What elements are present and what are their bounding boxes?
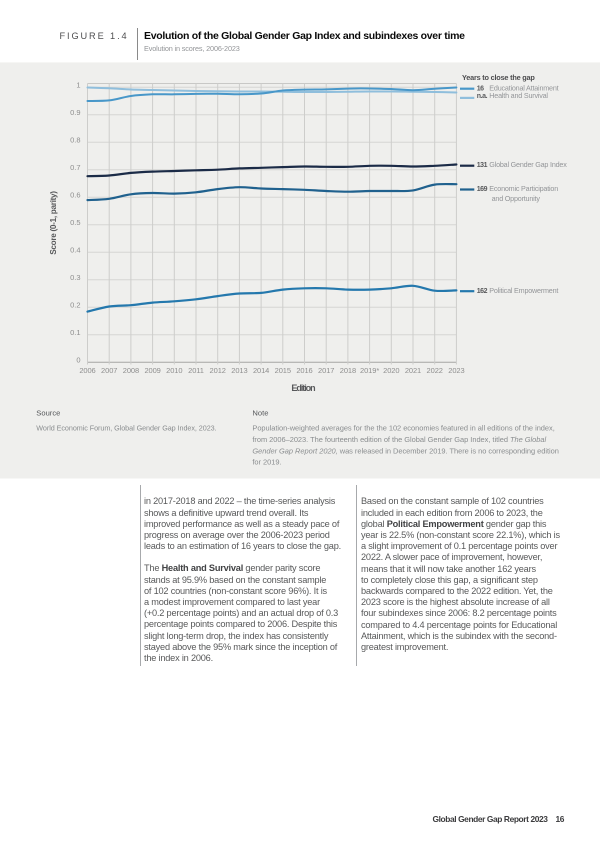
svg-text:2017: 2017	[318, 366, 334, 375]
svg-text:Economic Participation: Economic Participation	[489, 184, 558, 193]
svg-text:Population-weighted averages f: Population-weighted averages for the the…	[252, 424, 554, 433]
svg-text:2006: 2006	[79, 366, 95, 375]
svg-text:2019*: 2019*	[360, 366, 379, 375]
svg-text:0: 0	[76, 356, 80, 365]
svg-text:n.a.: n.a.	[477, 93, 488, 100]
svg-text:Gender Gap Report 2020, was re: Gender Gap Report 2020, was released in …	[252, 446, 558, 455]
svg-text:0.8: 0.8	[70, 136, 80, 145]
svg-text:2020: 2020	[383, 366, 399, 375]
svg-text:Note: Note	[252, 409, 268, 418]
svg-text:2016: 2016	[296, 366, 312, 375]
svg-text:0.4: 0.4	[70, 246, 80, 255]
svg-text:2007: 2007	[101, 366, 117, 375]
svg-text:0.6: 0.6	[70, 191, 80, 200]
svg-text:World Economic Forum, Global G: World Economic Forum, Global Gender Gap …	[36, 424, 216, 433]
svg-text:2011: 2011	[188, 366, 204, 375]
svg-text:Political Empowerment: Political Empowerment	[489, 286, 558, 295]
svg-text:0.2: 0.2	[70, 301, 80, 310]
svg-text:1: 1	[76, 81, 80, 90]
svg-text:Global Gender Gap Index: Global Gender Gap Index	[489, 160, 567, 169]
svg-text:2014: 2014	[253, 366, 269, 375]
svg-text:169: 169	[477, 186, 488, 193]
svg-text:Score (0-1, parity): Score (0-1, parity)	[49, 191, 58, 255]
svg-text:162: 162	[477, 288, 488, 295]
svg-text:Years to close the gap: Years to close the gap	[462, 73, 535, 82]
svg-text:0.5: 0.5	[70, 218, 80, 227]
svg-text:2021: 2021	[405, 366, 421, 375]
svg-text:and Opportunity: and Opportunity	[492, 194, 541, 203]
svg-text:2018: 2018	[340, 366, 356, 375]
svg-text:Educational Attainment: Educational Attainment	[489, 84, 558, 93]
svg-text:0.9: 0.9	[70, 108, 80, 117]
svg-text:2012: 2012	[210, 366, 226, 375]
svg-text:Health and Survival: Health and Survival	[489, 91, 548, 100]
svg-text:Edition: Edition	[291, 383, 315, 393]
svg-text:131: 131	[477, 162, 488, 169]
svg-text:2009: 2009	[144, 366, 160, 375]
svg-text:2013: 2013	[231, 366, 247, 375]
svg-text:Source: Source	[36, 409, 60, 418]
svg-text:0.7: 0.7	[70, 163, 80, 172]
svg-text:2008: 2008	[123, 366, 139, 375]
svg-text:2010: 2010	[166, 366, 182, 375]
svg-text:for 2019.: for 2019.	[252, 458, 281, 467]
svg-text:16: 16	[477, 86, 484, 93]
svg-text:0.1: 0.1	[70, 328, 80, 337]
svg-text:2023: 2023	[448, 366, 464, 375]
svg-text:2015: 2015	[275, 366, 291, 375]
svg-text:from 2006–2023. The fourteenth: from 2006–2023. The fourteenth edition o…	[252, 435, 546, 444]
svg-text:2022: 2022	[427, 366, 443, 375]
svg-text:0.3: 0.3	[70, 273, 80, 282]
